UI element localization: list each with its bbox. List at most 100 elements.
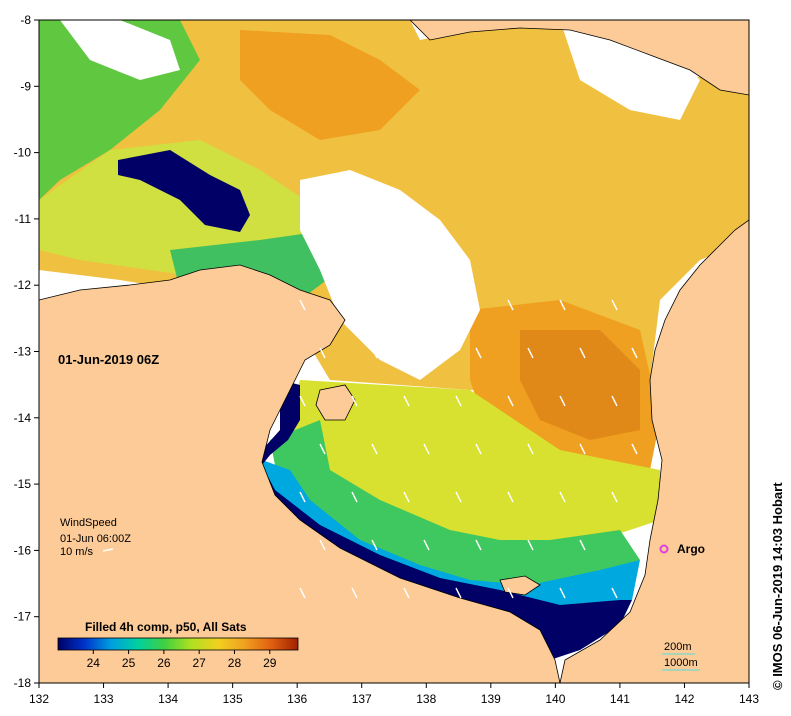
- wind-vector: [403, 299, 410, 311]
- land-mornington: [499, 575, 541, 596]
- wind-vector: [403, 587, 410, 599]
- wind-vector: [371, 443, 378, 455]
- sst-region-gulf-deep: [258, 380, 632, 660]
- wind-vector: [299, 299, 306, 311]
- land-groote: [315, 384, 356, 421]
- lat-tick-label: -18: [14, 676, 32, 690]
- wind-vector: [611, 299, 618, 311]
- wind-vector: [299, 491, 306, 503]
- lat-tick-label: -10: [14, 146, 32, 160]
- lon-tick-label: 137: [352, 692, 372, 706]
- wind-vector: [527, 443, 534, 455]
- lat-tick-label: -9: [20, 79, 31, 93]
- wind-legend-time: 01-Jun 06:00Z: [60, 533, 131, 545]
- wind-vector: [351, 299, 358, 311]
- plot-area: [39, 20, 749, 683]
- depth-contour-legend: 200m 1000m: [662, 641, 700, 671]
- wind-vector: [527, 539, 534, 551]
- colorbar: Filled 4h comp, p50, All Sats 24 25 26 27 28…: [57, 620, 299, 670]
- wind-vector: [475, 347, 482, 359]
- wind-legend: WindSpeed 01-Jun 06:00Z 10 m/s: [60, 517, 131, 558]
- lat-tick-label: -14: [14, 411, 32, 425]
- wind-vector: [455, 395, 462, 407]
- colorbar-tick-label: 26: [157, 656, 171, 670]
- lon-tick-label: 134: [158, 692, 178, 706]
- lon-tick-label: 132: [29, 692, 49, 706]
- lat-tick-label: -12: [14, 278, 32, 292]
- lon-tick-label: 133: [94, 692, 114, 706]
- wind-vector: [611, 395, 618, 407]
- wind-vector: [319, 443, 326, 455]
- lon-tick-label: 139: [481, 692, 501, 706]
- lat-tick-label: -8: [20, 13, 31, 27]
- wind-vector: [299, 395, 306, 407]
- wind-vector: [403, 395, 410, 407]
- lon-tick-label: 140: [545, 692, 565, 706]
- sst-region-cloud-north: [60, 20, 180, 80]
- lon-tick-label: 141: [610, 692, 630, 706]
- lat-tick-label: -11: [15, 212, 32, 226]
- lon-tick-label: 143: [739, 692, 759, 706]
- wind-vector: [611, 491, 618, 503]
- wind-vector: [507, 491, 514, 503]
- wind-vectors: [299, 299, 638, 599]
- land-cape-york: [559, 219, 749, 683]
- wind-vector: [559, 587, 566, 599]
- sst-region-orange-north: [240, 30, 420, 140]
- colorbar-tick-label: 28: [228, 656, 242, 670]
- wind-vector: [611, 587, 618, 599]
- wind-vector: [507, 395, 514, 407]
- wind-legend-scale: 10 m/s: [60, 546, 94, 558]
- wind-vector: [371, 539, 378, 551]
- lon-tick-label: 136: [287, 692, 307, 706]
- wind-vector: [631, 347, 638, 359]
- map-time-label: 01-Jun-2019 06Z: [58, 352, 159, 367]
- wind-vector: [579, 539, 586, 551]
- sst-region-warm-core: [520, 330, 640, 440]
- lat-tick-label: -15: [14, 477, 32, 491]
- wind-vector: [319, 347, 326, 359]
- lon-tick-label: 135: [223, 692, 243, 706]
- contour-200-label: 200m: [664, 641, 692, 653]
- colorbar-bar: [57, 637, 299, 651]
- wind-vector: [475, 443, 482, 455]
- wind-vector: [351, 491, 358, 503]
- credit-label: © IMOS 06-Jun-2019 14:03 Hobart: [770, 482, 785, 690]
- contour-1000-label: 1000m: [664, 657, 698, 669]
- colorbar-tick-label: 24: [87, 656, 101, 670]
- sst-region-cold-patch: [118, 150, 250, 232]
- wind-vector: [507, 587, 514, 599]
- lon-tick-label: 138: [416, 692, 436, 706]
- wind-vector: [507, 299, 514, 311]
- wind-vector: [299, 587, 306, 599]
- axis-ticks: 132 133 134 135 136 137 138 139 140 141 142 143 -8 -9…: [14, 13, 760, 706]
- wind-vector: [319, 539, 326, 551]
- wind-vector: [559, 395, 566, 407]
- wind-vector: [351, 395, 358, 407]
- wind-vector: [455, 299, 462, 311]
- lon-tick-label: 142: [674, 692, 694, 706]
- wind-vector: [423, 347, 430, 359]
- wind-legend-arrow: [102, 548, 114, 552]
- wind-vector: [631, 443, 638, 455]
- wind-vector: [579, 443, 586, 455]
- lat-tick-label: -16: [14, 543, 32, 557]
- wind-vector: [559, 299, 566, 311]
- lat-tick-label: -17: [14, 610, 32, 624]
- wind-vector: [579, 347, 586, 359]
- wind-vector: [423, 443, 430, 455]
- wind-vector: [403, 491, 410, 503]
- wind-vector: [351, 587, 358, 599]
- argo-dot: [659, 544, 669, 554]
- land-new-guinea: [409, 20, 749, 96]
- wind-vector: [455, 587, 462, 599]
- sst-region-cloud-center: [300, 170, 480, 380]
- wind-vector: [371, 347, 378, 359]
- wind-legend-title: WindSpeed: [60, 517, 117, 529]
- wind-vector: [423, 539, 430, 551]
- argo-marker: Argo: [659, 542, 705, 556]
- colorbar-tick-label: 27: [192, 656, 206, 670]
- colorbar-tick-label: 29: [263, 656, 277, 670]
- wind-vector: [475, 539, 482, 551]
- lat-tick-label: -13: [14, 345, 32, 359]
